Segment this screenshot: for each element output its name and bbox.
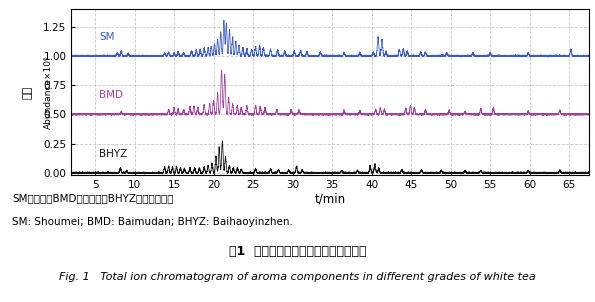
- Text: SM: Shoumei; BMD: Baimudan; BHYZ: Baihaoyinzhen.: SM: Shoumei; BMD: Baimudan; BHYZ: Baihao…: [12, 217, 293, 227]
- Text: SM: SM: [99, 32, 115, 42]
- Text: BMD: BMD: [99, 90, 123, 100]
- Text: Fig. 1   Total ion chromatogram of aroma components in different grades of white: Fig. 1 Total ion chromatogram of aroma c…: [59, 272, 536, 282]
- Text: SM：寿眉；BMD：白牡丹；BHYZ：白毫銀针。: SM：寿眉；BMD：白牡丹；BHYZ：白毫銀针。: [12, 193, 173, 203]
- Text: 图1  不同等级白茶香气成分的总离子流: 图1 不同等级白茶香气成分的总离子流: [228, 245, 367, 258]
- Text: 丰度: 丰度: [23, 85, 32, 99]
- Text: BHYZ: BHYZ: [99, 149, 127, 159]
- X-axis label: t/min: t/min: [315, 193, 346, 206]
- Text: Abundance×10⁶: Abundance×10⁶: [43, 55, 52, 129]
